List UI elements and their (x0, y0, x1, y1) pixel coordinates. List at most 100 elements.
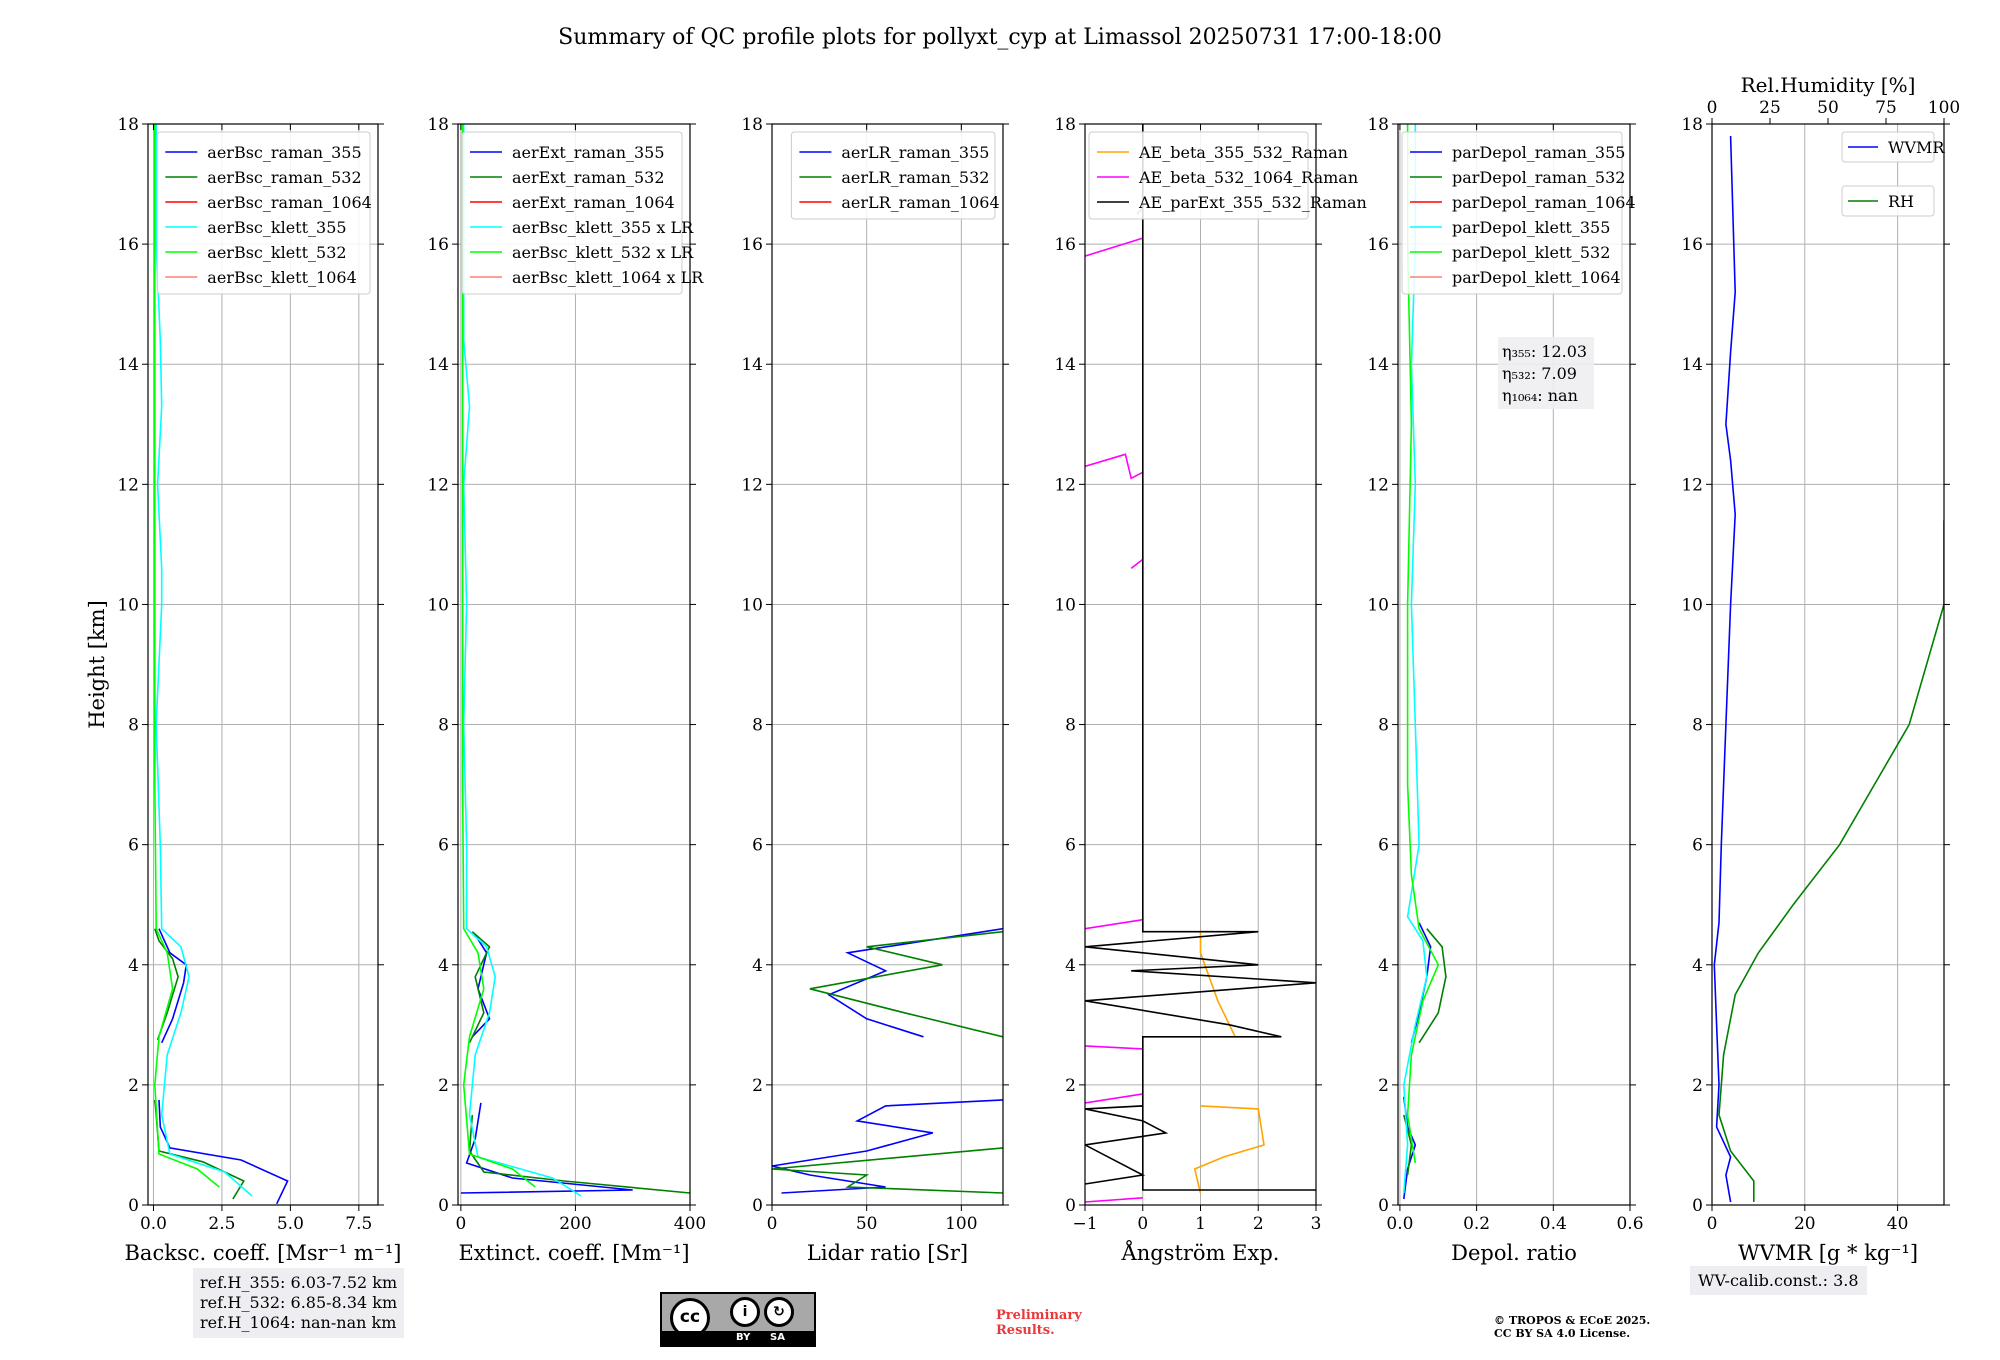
y-tick-label: 14 (1054, 355, 1076, 375)
y-tick-label: 16 (427, 235, 449, 255)
x2-tick-label: 100 (1928, 98, 1960, 118)
series-line-RH (1718, 520, 1944, 1202)
series-group (1085, 124, 1316, 1203)
y-tick-label: 8 (1692, 716, 1703, 736)
legend-label: parDepol_klett_355 (1452, 218, 1610, 237)
legend-box (1841, 185, 1935, 217)
x2-tick-label: 50 (1817, 98, 1839, 118)
preliminary-line-2: Results. (996, 1323, 1055, 1338)
x-axis-label: Lidar ratio [Sr] (807, 1241, 968, 1265)
y-tick-label: 14 (1367, 355, 1389, 375)
series-group (153, 124, 289, 1205)
y-tick-label: 8 (128, 716, 139, 736)
by-person-icon: i (730, 1297, 760, 1327)
y-axis-label: Height [km] (85, 600, 109, 729)
legend-box (461, 131, 683, 295)
series-group (460, 124, 690, 1197)
y-tick-label: 10 (1367, 595, 1389, 615)
legend-label: aerBsc_klett_355 (207, 218, 346, 237)
x-axis-label: Ångström Exp. (1121, 1240, 1280, 1265)
legend-label: aerBsc_klett_532 x LR (512, 243, 694, 262)
y-tick-label: 0 (438, 1196, 449, 1216)
legend-label: parDepol_klett_1064 (1452, 268, 1621, 287)
preliminary-note: Preliminary Results. (996, 1308, 1082, 1338)
panel-3: 0 50 100 0 2 4 6 8 10 12 14 16 18 Lidar ratio [Sr] aer… (741, 115, 1009, 1265)
series-line-AE-beta-355-532-Raman (1193, 931, 1265, 1194)
y-tick-label: 12 (1054, 475, 1076, 495)
y-tick-label: 2 (438, 1076, 449, 1096)
license-band: BY SA (662, 1331, 814, 1345)
y-tick-label: 16 (1367, 235, 1389, 255)
series-line-parDepol-klett-355 (1402, 124, 1428, 1194)
x-tick-label: 7.5 (345, 1214, 372, 1234)
x-tick-label: 40 (1887, 1214, 1909, 1234)
y-tick-label: 8 (1065, 716, 1076, 736)
series-line-aerBsc-klett-532 (153, 124, 220, 1188)
annotation-text: η₃₅₅: 12.03 (1502, 342, 1587, 361)
legend-label: aerExt_raman_532 (512, 168, 665, 187)
y-tick-label: 8 (438, 716, 449, 736)
legend-box (790, 131, 996, 220)
y-tick-label: 14 (427, 355, 449, 375)
y-tick-label: 16 (741, 235, 763, 255)
axes-frame (1397, 123, 1631, 1206)
y-tick-label: 12 (117, 475, 139, 495)
legend-label: aerExt_raman_355 (512, 143, 665, 162)
y-tick-label: 2 (1378, 1076, 1389, 1096)
y-tick-label: 12 (427, 475, 449, 495)
y-tick-label: 14 (1681, 355, 1703, 375)
y-tick-label: 4 (438, 956, 449, 976)
annotation-text: η₅₃₂: 7.09 (1502, 364, 1577, 383)
legend-label: aerBsc_klett_1064 x LR (512, 268, 704, 287)
series-line-aerExt-raman-532 (468, 931, 690, 1194)
x-tick-label: 0 (1707, 1214, 1718, 1234)
y-tick-label: 0 (1378, 1196, 1389, 1216)
y-tick-label: 2 (1692, 1076, 1703, 1096)
legend-label: parDepol_raman_532 (1452, 168, 1625, 187)
series-line-aerBsc-klett-532-x-LR (461, 124, 536, 1188)
legend-label: AE_beta_355_532_Raman (1138, 143, 1348, 162)
legend-label: aerBsc_klett_532 (207, 243, 346, 262)
legend-label: aerExt_raman_1064 (512, 193, 675, 212)
y-tick-label: 18 (427, 115, 449, 135)
y-tick-label: 4 (128, 956, 139, 976)
series-line-AE-parExt-355-532-Raman (1085, 124, 1316, 1191)
wv-calibration-box: WV-calib.const.: 3.8 (1690, 1266, 1867, 1295)
annotation-box (1498, 337, 1594, 409)
y-tick-label: 10 (1681, 595, 1703, 615)
y-tick-label: 8 (1378, 716, 1389, 736)
y-tick-label: 12 (741, 475, 763, 495)
x-tick-label: 0.0 (1386, 1214, 1413, 1234)
x-tick-label: 200 (559, 1214, 591, 1234)
series-line-aerBsc-raman-355 (158, 928, 289, 1205)
panel-1: 0.0 2.5 5.0 7.5 0 2 4 6 8 10 12 14 16 18 Backsc. coeff… (85, 115, 401, 1265)
y-tick-label: 4 (1692, 956, 1703, 976)
x-tick-label: 2 (1253, 1214, 1264, 1234)
y-tick-label: 4 (1065, 956, 1076, 976)
cc-by-sa-badge: cc i ↻ BY SA (660, 1292, 816, 1347)
legend-box (1088, 131, 1309, 220)
x-tick-label: 0.0 (140, 1214, 167, 1234)
license-by-label: BY (736, 1332, 751, 1343)
y-tick-label: 6 (1692, 836, 1703, 856)
y-tick-label: 6 (752, 836, 763, 856)
legend-label: aerLR_raman_1064 (841, 193, 999, 212)
y-tick-label: 12 (1367, 475, 1389, 495)
y-tick-label: 2 (128, 1076, 139, 1096)
legend-label: parDepol_raman_355 (1452, 143, 1625, 162)
legend-label: aerBsc_klett_355 x LR (512, 218, 694, 237)
x-tick-label: 0.6 (1616, 1214, 1643, 1234)
x2-axis-label: Rel.Humidity [%] (1741, 73, 1916, 97)
legend-box (1841, 131, 1935, 163)
x2-tick-label: 75 (1875, 98, 1897, 118)
panel-2: 0 200 400 0 2 4 6 8 10 12 14 16 18 Extinct. coeff. [M… (427, 115, 706, 1265)
y-tick-label: 18 (1054, 115, 1076, 135)
x-axis-label: Extinct. coeff. [Mm⁻¹] (458, 1241, 689, 1265)
y-tick-label: 18 (117, 115, 139, 135)
series-line-aerLR-raman-532 (772, 930, 1003, 1194)
x-axis-label: WVMR [g * kg⁻¹] (1738, 1241, 1918, 1265)
y-tick-label: 2 (1065, 1076, 1076, 1096)
series-group (772, 927, 1003, 1194)
